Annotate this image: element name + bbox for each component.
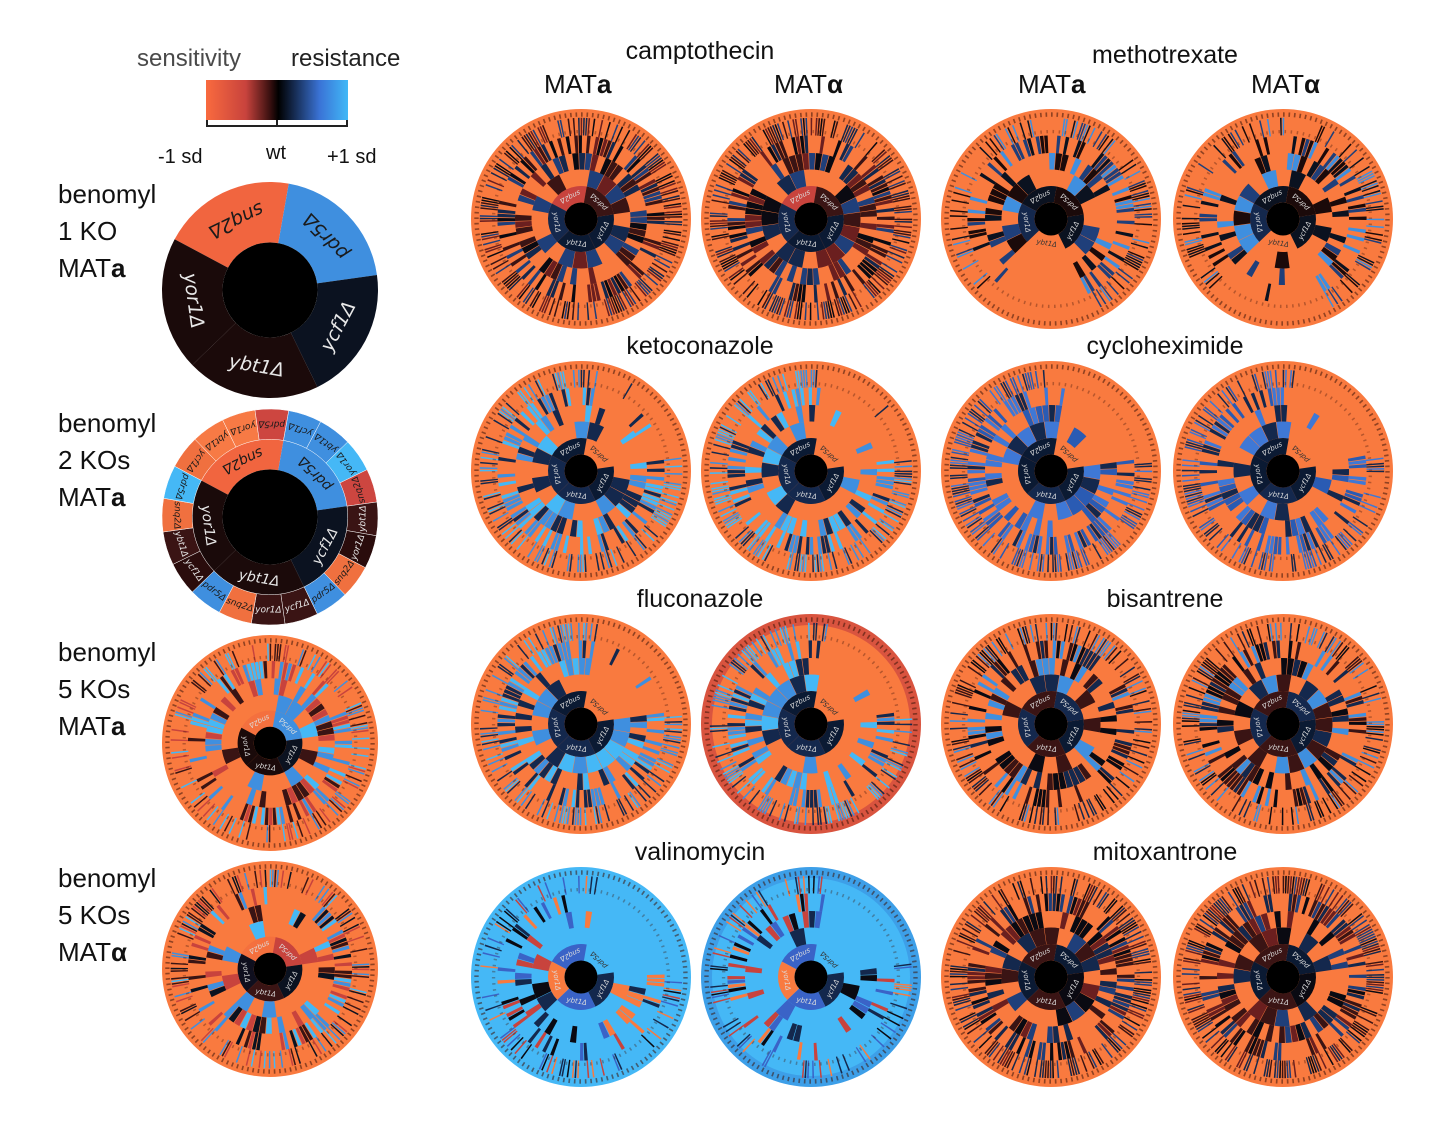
svg-text:ybt1Δ: ybt1Δ [795,742,818,754]
svg-text:ybt1Δ: ybt1Δ [565,237,588,249]
svg-text:yor1Δ: yor1Δ [551,969,562,992]
row-label-line: benomyl [58,408,157,438]
sunburst-benomyl-2kos-mata: snq2Δ pdr5Δycf1Δybt1Δyor1Δycf1Δybt1Δyor1Δ… [161,408,379,626]
svg-text:snq2Δ: snq2Δ [171,501,181,529]
svg-text:ybt1Δ: ybt1Δ [1267,237,1290,249]
drug-title-methotrexate: methotrexate [1092,41,1238,69]
svg-text:ybt1Δ: ybt1Δ [236,567,280,590]
drug-title-mitoxantrone: mitoxantrone [1092,838,1238,866]
drug-title-fluconazole: fluconazole [636,585,764,613]
drug-title-ketoconazole: ketoconazole [626,332,774,360]
scale-tick-wt [276,120,278,127]
scale-label-minus1sd: -1 sd [158,146,203,168]
drug-title-bisantrene: bisantrene [1106,585,1224,613]
svg-text:yor1Δ: yor1Δ [240,735,251,758]
svg-text:yor1Δ: yor1Δ [1021,463,1032,486]
svg-text:ybt1Δ: ybt1Δ [1267,742,1290,754]
svg-text:ybt1Δ: ybt1Δ [565,995,588,1007]
scale-label-plus1sd: +1 sd [327,146,377,168]
svg-text:yor1Δ: yor1Δ [240,961,251,984]
row-label-line: benomyl [58,863,157,893]
svg-text:yor1Δ: yor1Δ [551,211,562,234]
row-label-line: 1 KO [58,216,118,246]
svg-text:ybt1Δ: ybt1Δ [254,761,277,773]
svg-text:yor1Δ: yor1Δ [254,605,282,615]
svg-text:yor1Δ: yor1Δ [551,716,562,739]
svg-text:yor1Δ: yor1Δ [781,716,792,739]
svg-text:yor1Δ: yor1Δ [781,463,792,486]
header-matalpha-methotrexate: MATα [1251,69,1320,99]
svg-text:yor1Δ: yor1Δ [1253,969,1264,992]
drug-title-cycloheximide: cycloheximide [1086,332,1244,360]
svg-text:ybt1Δ: ybt1Δ [795,237,818,249]
svg-text:yor1Δ: yor1Δ [1021,211,1032,234]
row-label-line: MATa [58,482,126,512]
svg-text:ybt1Δ: ybt1Δ [254,987,277,999]
svg-text:yor1Δ: yor1Δ [1253,716,1264,739]
svg-text:ybt1Δ: ybt1Δ [1035,489,1058,501]
color-scale-bar [206,80,348,120]
row-label-line: MATa [58,253,126,283]
row-label-line: benomyl [58,637,157,667]
svg-text:ybt1Δ: ybt1Δ [358,505,368,533]
legend-sensitivity-label: sensitivity [137,45,242,72]
svg-text:yor1Δ: yor1Δ [1021,716,1032,739]
row-label-benomyl-2kos: benomyl 2 KOs MATa [58,405,156,516]
svg-text:ybt1Δ: ybt1Δ [565,742,588,754]
svg-text:yor1Δ: yor1Δ [1021,969,1032,992]
row-label-line: MATα [58,937,127,967]
svg-text:ybt1Δ: ybt1Δ [565,489,588,501]
drug-title-valinomycin: valinomycin [634,838,766,866]
header-matalpha-camptothecin: MATα [774,69,843,99]
svg-text:yor1Δ: yor1Δ [197,503,219,547]
svg-text:yor1Δ: yor1Δ [551,463,562,486]
row-label-line: 5 KOs [58,674,131,704]
svg-text:yor1Δ: yor1Δ [781,211,792,234]
svg-text:yor1Δ: yor1Δ [1253,463,1264,486]
row-label-line: MATa [58,711,126,741]
row-label-line: 5 KOs [58,900,131,930]
scale-label-wt: wt [266,142,286,164]
svg-text:ybt1Δ: ybt1Δ [795,995,818,1007]
row-label-benomyl-5kos-a: benomyl 5 KOs MATa [58,634,156,745]
svg-text:yor1Δ: yor1Δ [781,969,792,992]
row-label-line: 2 KOs [58,445,131,475]
svg-text:yor1Δ: yor1Δ [1253,211,1264,234]
svg-text:ybt1Δ: ybt1Δ [1035,742,1058,754]
scale-tick-min [206,120,208,127]
svg-text:ybt1Δ: ybt1Δ [1267,995,1290,1007]
svg-text:ybt1Δ: ybt1Δ [1035,995,1058,1007]
header-mata-camptothecin: MATa [544,69,612,99]
row-label-line: benomyl [58,179,157,209]
svg-text:ybt1Δ: ybt1Δ [1035,237,1058,249]
row-label-benomyl-5kos-alpha: benomyl 5 KOs MATα [58,860,156,971]
svg-text:ybt1Δ: ybt1Δ [795,489,818,501]
scale-tick-max [346,120,348,127]
row-label-benomyl-1ko: benomyl 1 KO MATa [58,176,156,287]
svg-text:ybt1Δ: ybt1Δ [1267,489,1290,501]
legend-resistance-label: resistance [291,45,401,72]
header-mata-methotrexate: MATa [1018,69,1086,99]
drug-title-camptothecin: camptothecin [625,37,775,65]
svg-text:pdr5Δ: pdr5Δ [258,418,286,428]
